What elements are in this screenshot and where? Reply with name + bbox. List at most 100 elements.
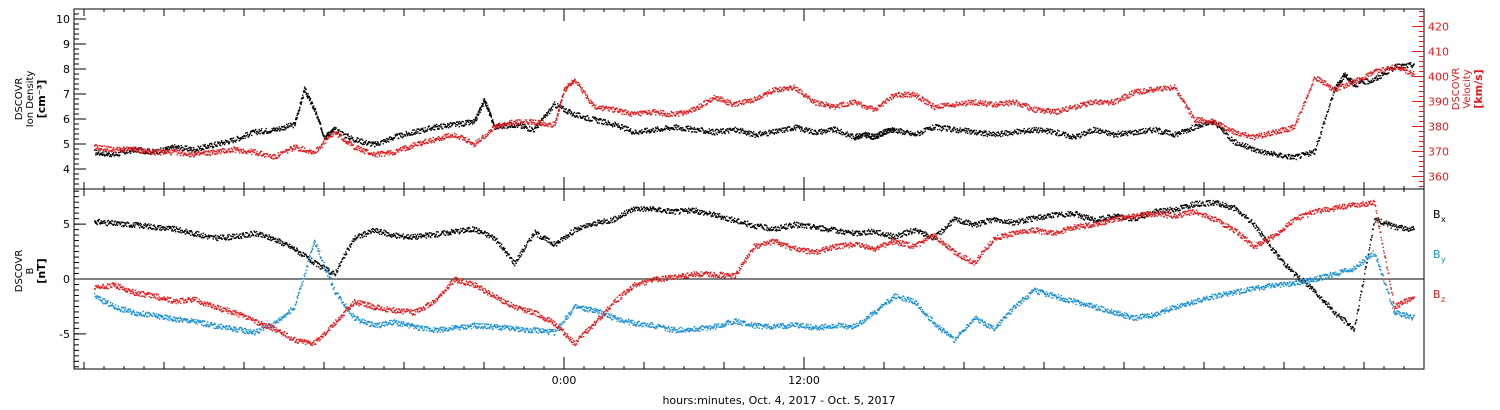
ion-density-series-point <box>723 132 725 134</box>
ion-density-series-point <box>1261 149 1263 151</box>
velocity-series-point <box>685 113 687 115</box>
velocity-series-point <box>332 134 334 136</box>
ion-density-series-point <box>282 125 284 128</box>
ion-density-series-point <box>129 150 131 153</box>
velocity-series-point <box>727 104 729 106</box>
ion-density-series-point <box>1205 124 1207 126</box>
ion-density-series-point <box>794 127 796 129</box>
ion-density-series-point <box>914 133 916 136</box>
velocity-series-point <box>586 97 588 99</box>
ion-density-series-point <box>1267 150 1269 153</box>
velocity-series-point <box>789 85 791 87</box>
ion-density-series-point <box>1050 128 1052 131</box>
ion-density-series-point <box>1169 130 1171 132</box>
ion-density-series-point <box>1198 127 1200 129</box>
ion-density-series-point <box>225 140 227 142</box>
velocity-series-point <box>580 86 582 89</box>
ion-density-series-point <box>484 101 486 103</box>
ion-density-series-point <box>414 133 416 135</box>
velocity-series-point <box>268 155 270 158</box>
ion-density-series-point <box>511 125 513 128</box>
ion-density-series-point <box>357 137 359 140</box>
ion-density-series-point <box>214 141 216 143</box>
ion-density-series-point <box>641 132 643 135</box>
ion-density-series-point <box>793 128 795 130</box>
ion-density-series-point <box>1266 151 1268 153</box>
ion-density-series-point <box>1380 75 1382 77</box>
ion-density-series-point <box>395 135 397 137</box>
ion-density-series-point <box>1347 77 1350 79</box>
ion-density-series-point <box>726 129 728 132</box>
ion-density-series-point <box>238 137 240 139</box>
ion-density-series-point <box>519 123 521 126</box>
velocity-series-point <box>678 115 680 117</box>
ion-density-series-point <box>1397 63 1399 65</box>
ion-density-series-point <box>879 133 881 135</box>
ion-density-series-point <box>1122 130 1124 132</box>
ion-density-series-point <box>1199 125 1201 127</box>
ion-density-series-point <box>281 126 283 128</box>
ion-density-series-point <box>972 130 974 132</box>
ion-density-series-point <box>174 144 176 146</box>
ion-density-series-point <box>740 131 742 133</box>
ion-density-series-point <box>476 119 478 121</box>
ion-density-series-point <box>1328 106 1330 108</box>
ion-density-series-point <box>614 121 616 124</box>
ion-density-series-point <box>434 129 436 131</box>
velocity-series-point <box>241 149 243 151</box>
ion-density-series-point <box>934 128 936 130</box>
velocity-series-point <box>808 95 810 97</box>
velocity-series-point <box>528 122 530 124</box>
ion-density-series-point <box>1198 123 1200 125</box>
velocity-series-point <box>319 146 321 148</box>
ion-density-series-point <box>1280 153 1282 155</box>
velocity-series-point <box>402 145 404 148</box>
ion-density-series-point <box>298 109 300 111</box>
ion-density-series-point <box>1074 137 1076 139</box>
ion-density-series-point <box>109 155 111 157</box>
ion-density-series-point <box>712 128 714 131</box>
ion-density-series-point <box>1292 155 1294 157</box>
ion-density-series-point <box>269 130 271 133</box>
ion-density-series-point <box>803 130 805 132</box>
ion-density-series-point <box>419 129 421 131</box>
ion-density-series-point <box>335 127 337 129</box>
ion-density-series-point <box>202 144 204 146</box>
ion-density-series-point <box>639 131 641 133</box>
ion-density-series-point <box>522 123 524 126</box>
ion-density-series-point <box>1141 132 1143 135</box>
ion-density-series-point <box>350 137 352 139</box>
velocity-series-point <box>323 140 325 143</box>
ion-density-series-point <box>646 132 648 134</box>
ion-density-series-point <box>313 105 315 108</box>
ion-density-series-point <box>1011 131 1013 133</box>
velocity-series-point <box>193 156 195 158</box>
velocity-series-point <box>603 106 605 108</box>
ion-density-series-point <box>389 136 391 138</box>
ion-density-series-point <box>137 148 139 151</box>
ion-density-series-point <box>373 141 375 144</box>
ion-density-series-point <box>906 130 908 133</box>
ion-density-series-point <box>187 147 189 149</box>
ion-density-series-point <box>418 128 420 130</box>
ion-density-series-point <box>1222 129 1224 131</box>
ion-density-series-point <box>1326 114 1328 116</box>
ion-density-series-point <box>181 146 183 149</box>
ion-density-series-point <box>1032 131 1034 133</box>
velocity-series-point <box>273 157 275 160</box>
velocity-series-point <box>508 124 510 126</box>
ion-density-series-point <box>967 132 969 134</box>
ion-density-series-point <box>848 133 850 135</box>
ion-density-series-point <box>492 120 494 123</box>
ion-density-series-point <box>391 139 393 141</box>
ion-density-series-point <box>1344 76 1346 78</box>
velocity-series-point <box>776 87 778 89</box>
ion-density-series-point <box>183 147 185 150</box>
ion-density-series-point <box>456 121 458 123</box>
ion-density-series-point <box>572 114 574 116</box>
velocity-series-point <box>474 143 476 145</box>
ion-density-series-point <box>411 134 413 136</box>
velocity-series-point <box>733 103 735 105</box>
ion-density-series-point <box>1333 92 1335 94</box>
ion-density-series-point <box>729 127 731 130</box>
